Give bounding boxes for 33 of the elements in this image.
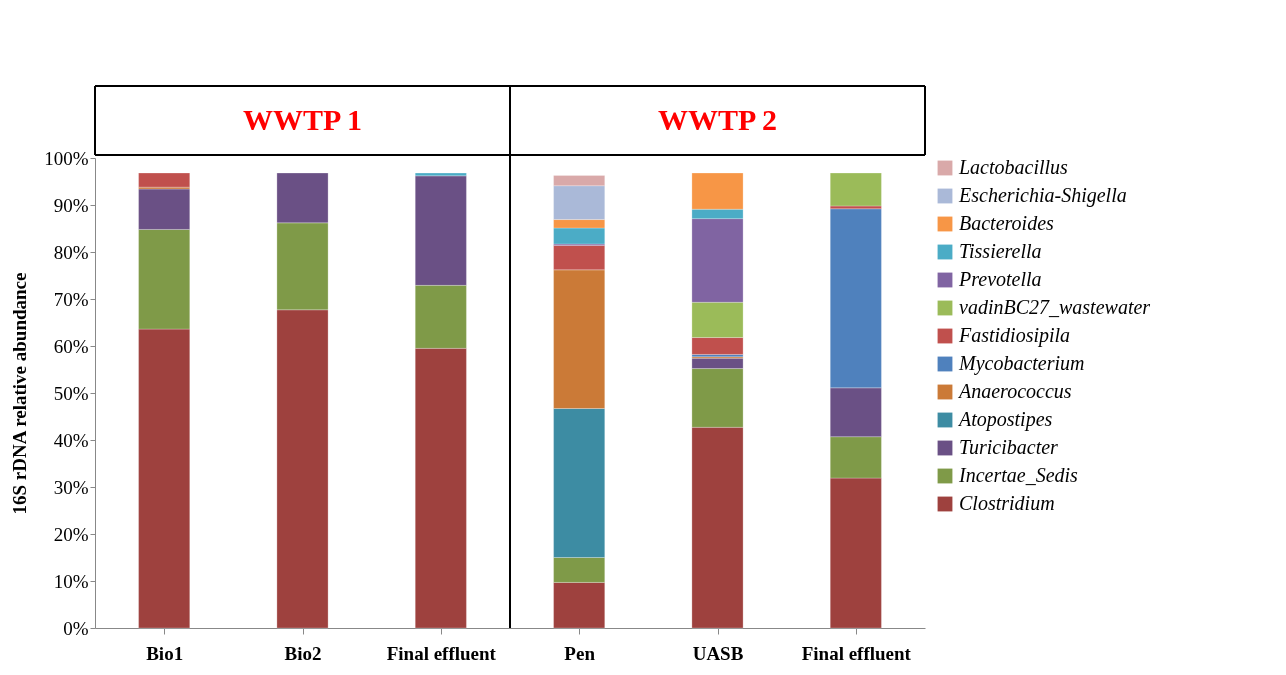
legend-label: Escherichia-Shigella <box>958 184 1127 207</box>
x-tick-label: Final effluent <box>801 642 912 664</box>
y-axis-title: 16S rDNA relative abundance <box>9 272 31 515</box>
legend-label: Prevotella <box>958 268 1042 290</box>
legend-label: Lactobacillus <box>958 156 1069 178</box>
legend-label: Anaerococcus <box>957 380 1072 402</box>
legend-label: Tissierella <box>959 240 1042 262</box>
legend-label: Clostridium <box>959 492 1055 514</box>
y-tick-label: 40% <box>53 429 89 451</box>
legend-label: Bacteroides <box>959 212 1054 234</box>
y-tick-label: 100% <box>44 147 89 169</box>
text: WWTP 1 <box>242 102 363 136</box>
legend-label: Mycobacterium <box>958 352 1085 375</box>
legend-label: Incertae_Sedis <box>958 464 1079 486</box>
x-tick-label: UASB <box>692 642 744 664</box>
legend-label: Fastidiosipila <box>958 324 1071 347</box>
y-tick-label: 80% <box>53 241 89 263</box>
legend-label: vadinBC27_wastewater <box>959 296 1151 318</box>
y-tick-label: 70% <box>53 288 89 310</box>
x-tick-label: Pen <box>564 642 596 664</box>
x-tick-label: Bio2 <box>284 642 322 664</box>
y-tick-label: 60% <box>53 335 89 357</box>
legend-label: Turicibacter <box>959 436 1059 458</box>
x-tick-label: Bio1 <box>146 642 184 664</box>
y-tick-label: 30% <box>53 476 89 498</box>
legend-label: Atopostipes <box>957 408 1053 431</box>
y-tick-label: 20% <box>53 523 89 545</box>
y-tick-label: 0% <box>63 617 89 639</box>
y-tick-label: 10% <box>53 570 89 592</box>
y-tick-label: 50% <box>53 382 89 404</box>
y-tick-label: 90% <box>53 194 89 216</box>
x-tick-label: Final effluent <box>386 642 497 664</box>
text: WWTP 2 <box>657 102 778 136</box>
